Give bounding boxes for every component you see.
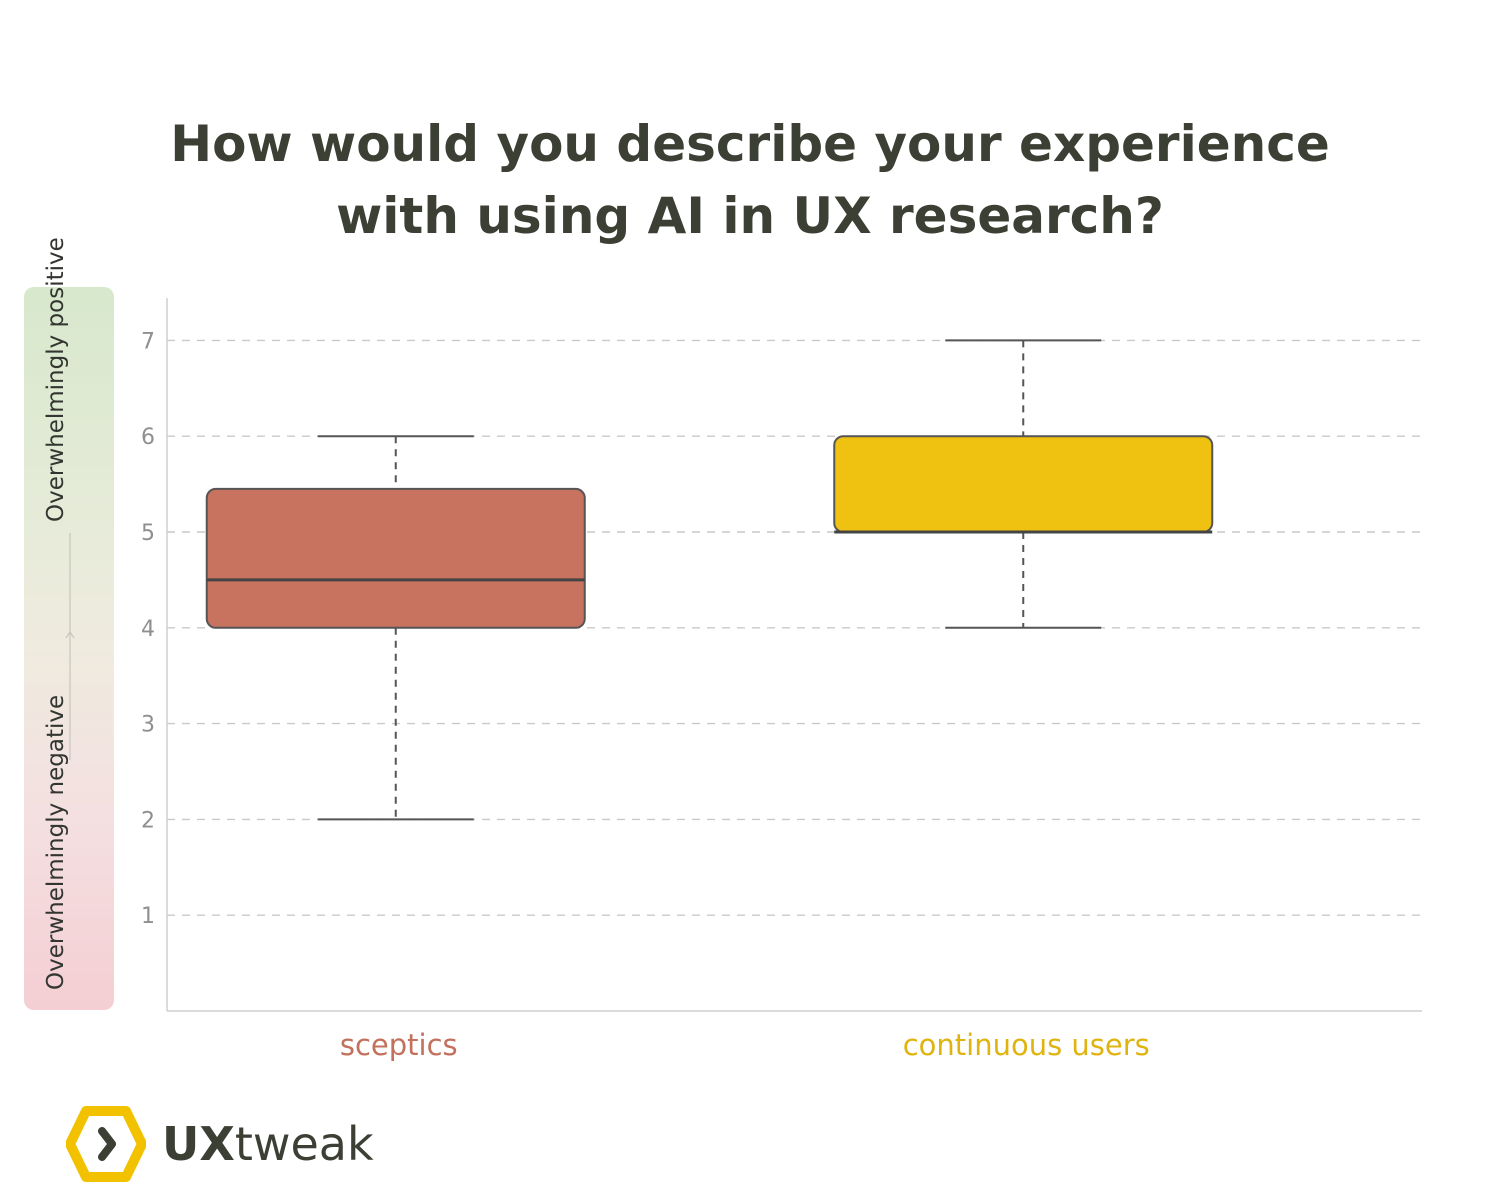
y-tick-label: 3 xyxy=(141,713,155,738)
box-plot: 1 2 3 4 5 6 7 sceptics continuous users xyxy=(65,298,1424,1062)
title-line-1: How would you describe your experience xyxy=(170,115,1330,173)
axes xyxy=(166,298,1422,1012)
hexagon-chevron-icon xyxy=(66,1106,146,1182)
y-tick-label: 7 xyxy=(141,329,155,354)
iqr-box xyxy=(205,487,586,629)
y-tick-label: 2 xyxy=(141,808,155,833)
iqr-box xyxy=(833,435,1214,534)
logo-tweak: tweak xyxy=(234,1117,374,1171)
chart-title: How would you describe your experience w… xyxy=(0,108,1500,252)
uxtweak-logo: UXtweak xyxy=(66,1106,386,1182)
logo-wordmark: UXtweak xyxy=(162,1114,374,1174)
box-sceptics xyxy=(205,435,586,821)
y-tick-label: 5 xyxy=(141,521,155,546)
box-continuous-users xyxy=(833,339,1214,629)
scale-arrow-icon xyxy=(65,533,75,760)
category-labels: sceptics continuous users xyxy=(340,1028,1150,1062)
y-tick-label: 4 xyxy=(141,617,155,642)
y-tick-label: 6 xyxy=(141,425,155,450)
sentiment-scale-bar xyxy=(24,287,114,1010)
y-tick-label: 1 xyxy=(141,904,155,929)
y-tick-labels: 1 2 3 4 5 6 7 xyxy=(141,329,155,929)
boxes xyxy=(205,339,1214,821)
title-line-2: with using AI in UX research? xyxy=(336,187,1164,245)
category-label: sceptics xyxy=(340,1028,458,1062)
category-label: continuous users xyxy=(903,1028,1150,1062)
logo-ux: UX xyxy=(162,1117,235,1171)
